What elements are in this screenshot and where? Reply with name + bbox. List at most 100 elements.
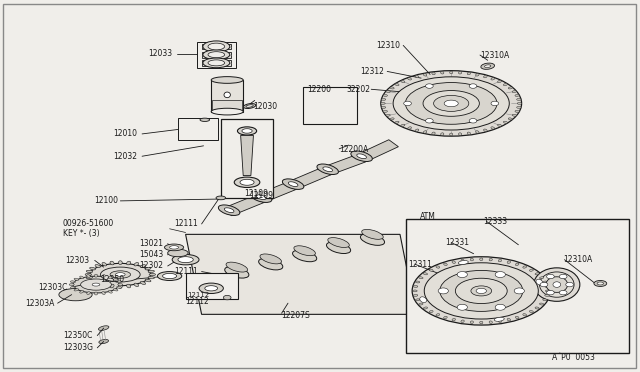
Ellipse shape	[444, 263, 447, 266]
Bar	[186, 273, 238, 299]
Ellipse shape	[424, 263, 538, 319]
Ellipse shape	[199, 283, 223, 294]
Ellipse shape	[423, 74, 427, 76]
Text: 12333: 12333	[483, 217, 508, 226]
Ellipse shape	[540, 277, 544, 279]
Text: 12112: 12112	[186, 297, 209, 306]
Ellipse shape	[149, 273, 156, 276]
Ellipse shape	[95, 274, 97, 277]
Text: 12207S: 12207S	[282, 311, 310, 320]
Ellipse shape	[503, 83, 508, 86]
Text: 12303G: 12303G	[63, 343, 93, 352]
Ellipse shape	[441, 71, 444, 74]
Ellipse shape	[536, 279, 543, 285]
Ellipse shape	[108, 276, 112, 279]
Ellipse shape	[594, 280, 607, 286]
Ellipse shape	[507, 261, 511, 263]
Bar	[197, 42, 236, 68]
Ellipse shape	[118, 285, 122, 288]
Circle shape	[559, 291, 567, 295]
Ellipse shape	[81, 279, 111, 290]
Ellipse shape	[540, 303, 544, 305]
Ellipse shape	[401, 80, 405, 83]
Ellipse shape	[434, 96, 468, 111]
Ellipse shape	[59, 289, 92, 301]
Ellipse shape	[110, 261, 114, 265]
Ellipse shape	[99, 339, 109, 344]
Ellipse shape	[127, 284, 131, 288]
Text: 12111: 12111	[175, 219, 198, 228]
Ellipse shape	[360, 234, 385, 246]
Ellipse shape	[224, 92, 230, 98]
Ellipse shape	[203, 41, 230, 52]
Ellipse shape	[491, 127, 495, 129]
Ellipse shape	[240, 179, 254, 185]
Ellipse shape	[86, 270, 93, 273]
Ellipse shape	[99, 326, 109, 330]
Text: 12350: 12350	[100, 275, 125, 284]
Text: 12010: 12010	[114, 129, 138, 138]
Ellipse shape	[102, 275, 105, 278]
Ellipse shape	[110, 284, 114, 288]
Ellipse shape	[113, 278, 118, 280]
Ellipse shape	[172, 254, 199, 265]
Ellipse shape	[294, 246, 316, 256]
Ellipse shape	[200, 118, 210, 122]
Ellipse shape	[90, 263, 151, 286]
Text: 00926-51600: 00926-51600	[63, 219, 114, 228]
Ellipse shape	[218, 205, 240, 215]
Ellipse shape	[545, 290, 550, 292]
Ellipse shape	[540, 272, 574, 297]
Ellipse shape	[470, 258, 474, 261]
Ellipse shape	[246, 105, 253, 107]
Ellipse shape	[216, 196, 226, 200]
Ellipse shape	[436, 314, 440, 316]
Ellipse shape	[362, 230, 383, 239]
Ellipse shape	[70, 286, 76, 288]
Ellipse shape	[432, 72, 435, 75]
Text: 12310: 12310	[376, 41, 400, 50]
Circle shape	[566, 282, 573, 287]
Text: 12331: 12331	[445, 238, 468, 247]
Ellipse shape	[224, 208, 234, 212]
Ellipse shape	[90, 279, 95, 282]
Ellipse shape	[413, 285, 418, 287]
Ellipse shape	[208, 60, 225, 66]
Ellipse shape	[118, 261, 122, 264]
Ellipse shape	[476, 288, 486, 294]
Ellipse shape	[113, 289, 118, 291]
Circle shape	[514, 288, 524, 294]
Ellipse shape	[260, 254, 282, 264]
Ellipse shape	[480, 258, 483, 260]
Ellipse shape	[168, 249, 188, 257]
Ellipse shape	[415, 76, 419, 78]
Ellipse shape	[87, 292, 90, 295]
Ellipse shape	[424, 307, 428, 309]
Ellipse shape	[86, 276, 93, 279]
Ellipse shape	[381, 106, 386, 108]
Ellipse shape	[499, 259, 502, 262]
Ellipse shape	[516, 106, 521, 108]
Ellipse shape	[481, 63, 495, 69]
Ellipse shape	[116, 286, 122, 288]
Ellipse shape	[351, 151, 372, 161]
Ellipse shape	[225, 266, 249, 278]
Ellipse shape	[523, 266, 527, 268]
Ellipse shape	[408, 127, 412, 129]
Circle shape	[540, 282, 548, 287]
Text: 12311: 12311	[408, 260, 432, 269]
Ellipse shape	[145, 279, 151, 282]
Ellipse shape	[507, 318, 511, 321]
Ellipse shape	[597, 282, 604, 285]
Ellipse shape	[512, 90, 516, 93]
Ellipse shape	[328, 238, 349, 247]
Ellipse shape	[484, 65, 491, 68]
Ellipse shape	[163, 273, 177, 279]
Ellipse shape	[515, 110, 520, 112]
Text: 13021: 13021	[140, 239, 163, 248]
Text: 12350C: 12350C	[63, 331, 93, 340]
Text: 15043: 15043	[139, 250, 163, 259]
Ellipse shape	[383, 94, 387, 96]
Ellipse shape	[476, 74, 479, 76]
Ellipse shape	[423, 90, 479, 116]
